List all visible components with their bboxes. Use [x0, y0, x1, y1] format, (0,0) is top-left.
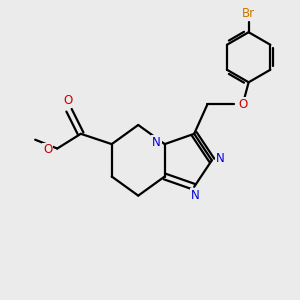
- Text: Br: Br: [242, 8, 255, 20]
- Text: O: O: [238, 98, 248, 111]
- Text: N: N: [152, 136, 161, 149]
- Text: N: N: [216, 152, 224, 165]
- Text: O: O: [43, 143, 52, 157]
- Text: N: N: [191, 188, 200, 202]
- Text: O: O: [63, 94, 72, 107]
